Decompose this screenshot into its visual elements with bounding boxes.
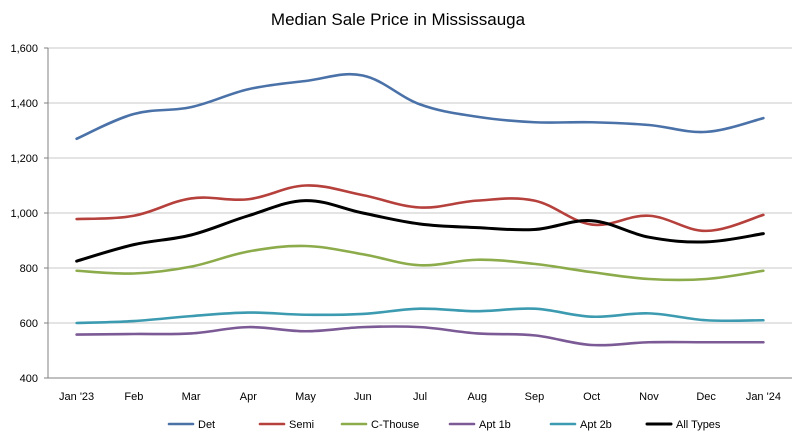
- series-line-c-thouse: [75, 244, 765, 282]
- y-tick-label: 600: [20, 318, 38, 330]
- legend-label: Apt 2b: [580, 419, 612, 431]
- x-tick-label: Jan '23: [59, 391, 94, 403]
- legend-item-det: Det: [167, 419, 215, 431]
- x-tick-label: Jun: [354, 391, 372, 403]
- y-tick-label: 1,600: [10, 43, 38, 55]
- legend-item-c-thouse: C-Thouse: [340, 419, 419, 431]
- legend-label: C-Thouse: [371, 419, 419, 431]
- y-tick-label: 1,400: [10, 98, 38, 110]
- x-tick-label: Feb: [124, 391, 143, 403]
- legend-item-apt-2b: Apt 2b: [549, 419, 612, 431]
- axes: 400 600 800 1,000 1,200 1,400 1,600 Jan '23 Feb M…: [10, 43, 792, 403]
- y-tick-label: 800: [20, 263, 38, 275]
- legend-label: Apt 1b: [479, 419, 511, 431]
- legend-label: All Types: [676, 419, 721, 431]
- x-tick-label: Mar: [182, 391, 201, 403]
- series-line-all-types: [75, 199, 765, 263]
- x-tick-label: Nov: [639, 391, 659, 403]
- legend-item-semi: Semi: [258, 419, 314, 431]
- y-tick-label: 400: [20, 373, 38, 385]
- y-tick-label: 1,000: [10, 208, 38, 220]
- series-line-apt-2b: [75, 307, 765, 325]
- x-tick-label: Dec: [696, 391, 716, 403]
- x-tick-label: Jul: [413, 391, 427, 403]
- legend-item-apt-1b: Apt 1b: [448, 419, 511, 431]
- legend-label: Det: [198, 419, 215, 431]
- x-tick-label: Apr: [240, 391, 257, 403]
- x-tick-label: May: [295, 391, 316, 403]
- series-line-det: [75, 72, 765, 141]
- series-line-apt-1b: [75, 325, 765, 347]
- series-line-semi: [75, 184, 765, 233]
- x-tick-label: Jan '24: [746, 391, 781, 403]
- x-tick-label: Sep: [525, 391, 545, 403]
- x-tick-label: Aug: [467, 391, 487, 403]
- chart-title: Median Sale Price in Mississauga: [271, 10, 526, 29]
- legend-label: Semi: [289, 419, 314, 431]
- gridlines: [48, 47, 792, 324]
- legend-item-all-types: All Types: [645, 419, 721, 431]
- series-lines: [75, 72, 765, 347]
- legend: Det Semi C-Thouse Apt 1b Apt 2b All Types: [167, 419, 721, 431]
- x-tick-label: Oct: [583, 391, 600, 403]
- y-tick-label: 1,200: [10, 153, 38, 165]
